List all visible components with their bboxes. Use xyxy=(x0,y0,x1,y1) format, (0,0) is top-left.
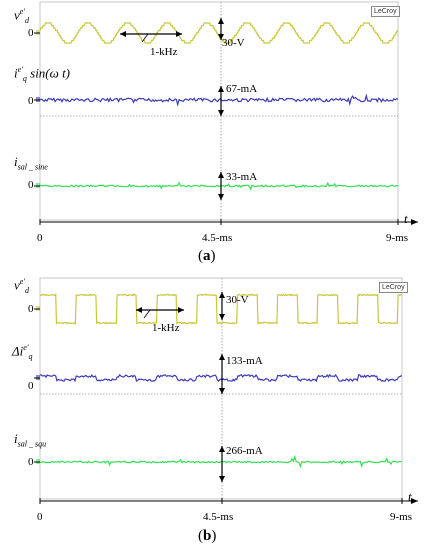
panel-b-plot xyxy=(34,277,418,504)
x-tick-mid: 4.5-ms xyxy=(202,232,233,244)
trace-1 xyxy=(39,93,399,107)
caption-b: (b) xyxy=(198,528,217,544)
scale-arrow-bottom-2 xyxy=(218,194,224,200)
scale-arrow-bottom-1 xyxy=(219,388,225,394)
brand-logo: LeCroy xyxy=(379,282,408,293)
scale-arrow-top-0 xyxy=(219,292,225,298)
frequency-arrow-right xyxy=(176,31,182,37)
scale-label-iq: 133-mA xyxy=(226,355,263,367)
scale-arrow-bottom-0 xyxy=(219,314,225,320)
scale-arrow-top-2 xyxy=(219,446,225,452)
scale-arrow-top-2 xyxy=(218,172,224,178)
x-axis-arrow xyxy=(411,219,418,225)
frequency-arrow-right xyxy=(178,307,184,313)
trace-2 xyxy=(40,181,398,191)
x-tick-mid: 4.5-ms xyxy=(203,511,234,523)
scale-label-isal: 266-mA xyxy=(226,445,263,457)
scale-arrow-bottom-1 xyxy=(218,110,224,116)
zero-label-iq: 0 xyxy=(28,380,34,392)
x-axis-symbol: t xyxy=(408,489,412,504)
trace-1 xyxy=(40,373,403,383)
series-vd-symbol: ve'd xyxy=(14,7,30,25)
panel-a: LeCroy ve'd ie'q sin(ω t) isal _ sine 0 … xyxy=(0,0,424,270)
scale-arrow-bottom-0 xyxy=(218,34,224,40)
frequency-arrow-left xyxy=(120,31,126,37)
scale-label-iq: 67-mA xyxy=(226,83,258,95)
x-axis-symbol: t xyxy=(404,211,408,226)
scale-arrow-top-1 xyxy=(219,354,225,360)
series-iq-symbol: ie'q sin(ω t) xyxy=(14,65,71,83)
plot-frame xyxy=(39,1,399,221)
zero-label-isal: 0 xyxy=(28,179,34,191)
scale-arrow-top-1 xyxy=(218,86,224,92)
series-isal-symbol: isal _ sine xyxy=(14,154,48,172)
frequency-label: 1-kHz xyxy=(150,46,178,58)
zero-label-isal: 0 xyxy=(28,456,34,468)
x-axis-arrow xyxy=(411,498,418,504)
frequency-leader xyxy=(141,33,149,43)
trace-0 xyxy=(39,292,403,326)
scale-label-isal: 33-mA xyxy=(226,171,258,183)
scale-arrow-bottom-2 xyxy=(219,476,225,482)
scale-label-vd: 30-V xyxy=(222,37,245,49)
trace-2 xyxy=(39,454,403,469)
scale-label-vd: 30-V xyxy=(226,294,249,306)
frequency-arrow-left xyxy=(136,307,142,313)
brand-logo: LeCroy xyxy=(371,6,400,17)
frequency-label: 1-kHz xyxy=(152,322,180,334)
caption-a: (a) xyxy=(198,248,216,264)
series-vd-symbol: ve'd xyxy=(14,277,30,295)
x-tick-0: 0 xyxy=(37,232,43,244)
zero-label-vd: 0 xyxy=(28,27,34,39)
plot-frame xyxy=(39,277,403,500)
zero-label-vd: 0 xyxy=(28,303,34,315)
x-tick-end: 9-ms xyxy=(386,232,408,244)
frequency-leader xyxy=(143,309,151,319)
scale-arrow-top-0 xyxy=(218,18,224,24)
x-tick-0: 0 xyxy=(37,511,43,523)
x-tick-end: 9-ms xyxy=(390,511,412,523)
trace-0 xyxy=(39,22,398,44)
zero-label-iq: 0 xyxy=(28,95,34,107)
panel-a-plot xyxy=(34,1,418,225)
series-delta-iq-symbol: Δie'q xyxy=(12,343,33,361)
panel-b: LeCroy ve'd Δie'q isal _ squ 0 0 0 30-V … xyxy=(0,272,424,550)
series-isal-symbol: isal _ squ xyxy=(14,431,47,449)
